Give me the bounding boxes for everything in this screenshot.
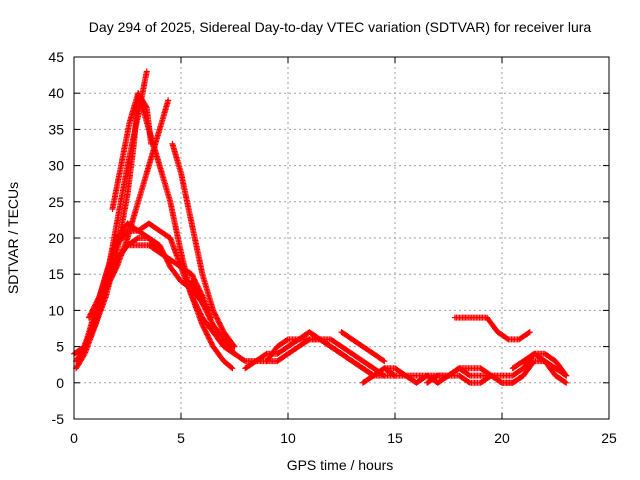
series-18	[509, 350, 570, 379]
y-tick-label: 45	[48, 49, 64, 65]
y-tick-label: 30	[48, 158, 64, 174]
series-2	[73, 68, 150, 372]
x-tick-label: 20	[494, 430, 510, 446]
y-tick-label: -5	[52, 411, 65, 427]
x-tick-label: 15	[387, 430, 403, 446]
y-tick-label: 20	[48, 230, 64, 246]
y-axis-label: SDTVAR / TECUs	[5, 182, 21, 294]
y-tick-label: 5	[56, 339, 64, 355]
y-tick-label: 25	[48, 194, 64, 210]
chart-title: Day 294 of 2025, Sidereal Day-to-day VTE…	[89, 19, 592, 35]
series-markers	[338, 329, 388, 365]
x-tick-label: 25	[601, 430, 617, 446]
series-9	[109, 90, 154, 212]
x-tick-label: 10	[280, 430, 296, 446]
series-markers	[86, 220, 174, 321]
y-tick-label: 10	[48, 302, 64, 318]
plot-area	[71, 68, 570, 386]
x-tick-label: 0	[70, 430, 78, 446]
series-markers	[451, 314, 533, 343]
series-4	[169, 140, 238, 350]
x-axis-label: GPS time / hours	[287, 457, 394, 473]
axis-ticks: 0 5 10 15 20 25 -5 0 5 10 15 20 25 30 35 40 45	[48, 49, 617, 446]
series-markers	[169, 140, 238, 350]
series-markers	[73, 68, 150, 372]
y-tick-label: 40	[48, 85, 64, 101]
series-16	[424, 350, 570, 386]
grid	[74, 57, 609, 419]
series-8	[86, 220, 174, 321]
series-markers	[109, 90, 154, 212]
series-markers	[424, 350, 570, 386]
series-17	[451, 314, 533, 343]
y-tick-label: 15	[48, 266, 64, 282]
x-tick-label: 5	[177, 430, 185, 446]
series-markers	[509, 350, 570, 379]
y-tick-label: 35	[48, 121, 64, 137]
y-tick-label: 0	[56, 375, 64, 391]
series-13	[338, 329, 388, 365]
